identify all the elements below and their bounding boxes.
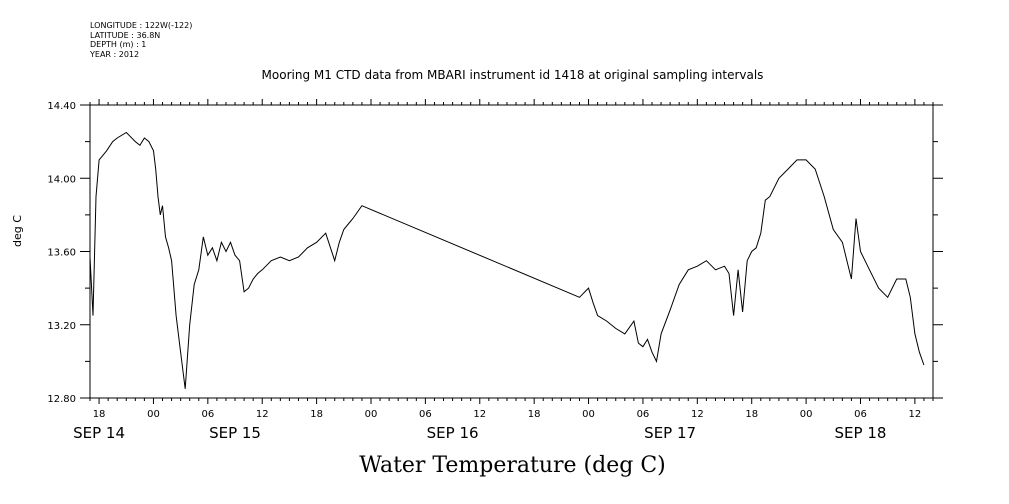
latitude-text: LATITUDE : 36.8N — [90, 30, 161, 40]
x-tick-label: 18 — [93, 409, 106, 420]
x-tick-label: 06 — [419, 409, 432, 420]
y-tick-label: 12.80 — [47, 394, 76, 405]
depth-text: DEPTH (m) : 1 — [90, 40, 147, 49]
chart-title: Mooring M1 CTD data from MBARI instrumen… — [261, 68, 764, 82]
x-day-label: SEP 14 — [73, 424, 125, 442]
x-axis-title: Water Temperature (deg C) — [359, 453, 666, 478]
x-tick-label: 00 — [365, 409, 378, 420]
x-tick-label: 00 — [147, 409, 160, 420]
temperature-series-line — [89, 131, 925, 389]
x-tick-label: 18 — [528, 409, 541, 420]
y-tick-label: 14.40 — [47, 101, 76, 112]
x-tick-label: 06 — [637, 409, 650, 420]
axis-labels: 12.80 13.20 13.60 14.00 14.40 18 00 06 12 18 00 06 1… — [47, 101, 921, 442]
x-day-label: SEP 17 — [644, 424, 696, 442]
x-day-label: SEP 15 — [209, 424, 261, 442]
plot-frame — [89, 104, 934, 399]
x-tick-label: 12 — [909, 409, 922, 420]
x-tick-label: 06 — [854, 409, 867, 420]
x-tick-label: 06 — [201, 409, 214, 420]
y-tick-label: 13.60 — [47, 248, 76, 259]
x-tick-label: 00 — [582, 409, 595, 420]
x-tick-label: 18 — [745, 409, 758, 420]
y-tick-label: 14.00 — [47, 174, 76, 185]
x-tick-label: 00 — [800, 409, 813, 420]
year-text: YEAR : 2012 — [90, 49, 140, 59]
y-tick-label: 13.20 — [47, 321, 76, 332]
metadata-block: LONGITUDE : 122W(-122) LATITUDE : 36.8N … — [90, 21, 192, 59]
longitude-text: LONGITUDE : 122W(-122) — [90, 21, 193, 30]
x-tick-label: 18 — [310, 409, 323, 420]
x-day-label: SEP 16 — [427, 424, 479, 442]
axis-ticks — [80, 99, 943, 404]
x-tick-label: 12 — [256, 409, 269, 420]
x-day-label: SEP 18 — [835, 424, 887, 442]
x-tick-label: 12 — [473, 409, 486, 420]
x-tick-label: 12 — [691, 409, 704, 420]
